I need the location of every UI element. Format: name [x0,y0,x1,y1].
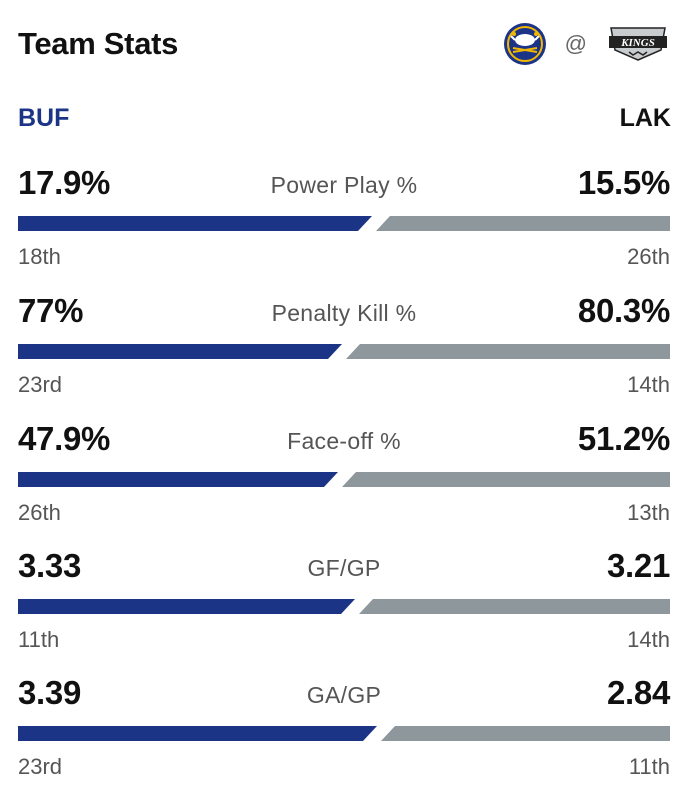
home-stat-value: 2.84 [606,674,670,711]
home-rank: 11th [628,754,670,779]
home-bar [359,599,670,614]
away-bar [18,472,338,487]
away-stat-value: 3.33 [18,547,82,584]
stat-label: GA/GP [306,682,382,708]
kings-logo-text: KINGS [620,37,655,49]
away-team-abbrev: BUF [18,104,70,132]
home-rank: 14th [627,627,670,652]
comparison-bar [18,216,670,232]
home-rank: 13th [627,500,670,525]
away-stat-value: 3.39 [18,674,82,711]
home-rank: 14th [627,372,670,397]
away-rank: 11th [18,627,60,652]
stat-ga-gp: 3.39 GA/GP 2.84 23rd 11th [18,674,670,784]
stat-gf-gp: 3.33 GF/GP 3.21 11th 14th [18,547,670,657]
home-team-abbrev: LAK [619,104,671,132]
home-bar [342,472,670,487]
stat-label: Power Play % [270,172,418,198]
comparison-bar [18,344,670,360]
kings-logo-icon: KINGS [609,27,667,61]
home-bar [376,216,670,231]
home-rank: 26th [627,244,670,269]
home-bar [381,726,670,741]
away-stat-value: 17.9% [18,164,111,201]
away-rank: 23rd [18,754,63,779]
team-stats-header: Team Stats @ KINGS [18,22,671,66]
away-stat-value: 77% [18,292,84,329]
away-bar [18,726,377,741]
home-stat-value: 80.3% [577,292,670,329]
comparison-bar [18,599,670,615]
home-stat-value: 15.5% [577,164,670,201]
home-stat-value: 51.2% [577,420,670,457]
stat-label: Penalty Kill % [271,300,417,326]
at-symbol: @ [564,31,587,56]
home-stat-value: 3.21 [606,547,670,584]
page-title: Team Stats [18,26,179,61]
sabres-logo-icon [503,23,546,65]
away-rank: 23rd [18,372,63,397]
comparison-bar [18,726,670,742]
away-rank: 18th [18,244,61,269]
away-rank: 26th [18,500,61,525]
comparison-bar [18,472,670,488]
away-stat-value: 47.9% [18,420,111,457]
away-bar [18,344,342,359]
home-bar [346,344,670,359]
away-bar [18,599,355,614]
stat-label: Face-off % [287,428,401,454]
team-abbrev-row: BUF LAK [18,104,671,133]
stat-penalty-kill: 77% Penalty Kill % 80.3% 23rd 14th [18,292,670,402]
matchup: @ KINGS [503,22,671,66]
stat-label: GF/GP [307,555,381,581]
stat-power-play: 17.9% Power Play % 15.5% 18th 26th [18,164,670,274]
stat-face-off: 47.9% Face-off % 51.2% 26th 13th [18,420,670,530]
away-bar [18,216,372,231]
